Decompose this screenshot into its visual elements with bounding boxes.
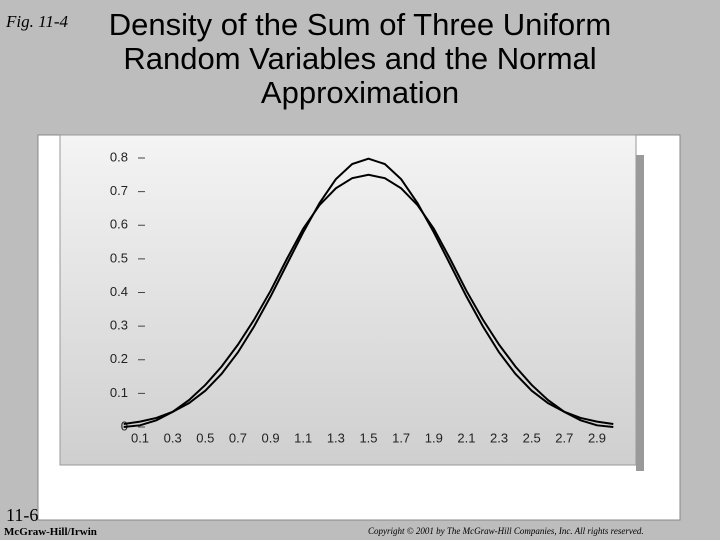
x-tick-label: 2.7 (555, 430, 573, 445)
x-tick-label: 0.5 (196, 430, 214, 445)
x-tick-label: 1.1 (294, 430, 312, 445)
x-tick-label: 1.9 (425, 430, 443, 445)
x-tick-label: 1.3 (327, 430, 345, 445)
page-number: 11-6 (6, 505, 39, 525)
panel-shadow (636, 155, 644, 471)
copyright: Copyright © 2001 by The McGraw-Hill Comp… (368, 526, 644, 536)
publisher: McGraw-Hill/Irwin (4, 526, 97, 538)
y-tick-label: 0.1 (110, 385, 128, 400)
y-tick-label: 0.2 (110, 351, 128, 366)
density-curve (123, 173, 614, 428)
figure-label: Fig. 11-4 (6, 12, 69, 31)
y-tick-label: 0.4 (110, 284, 128, 299)
density-curve (123, 157, 614, 425)
x-tick-label: 2.1 (457, 430, 475, 445)
x-tick-label: 2.5 (523, 430, 541, 445)
x-tick-label: 2.3 (490, 430, 508, 445)
x-tick-label: 0.3 (164, 430, 182, 445)
y-tick-label: 0.8 (110, 149, 128, 164)
y-tick-label: 0.3 (110, 318, 128, 333)
x-tick-label: 1.7 (392, 430, 410, 445)
x-tick-label: 0.7 (229, 430, 247, 445)
y-tick-label: 0.5 (110, 250, 128, 265)
y-tick-label: 0.7 (110, 183, 128, 198)
chart-title: Density of the Sum of Three Uniform Rand… (108, 7, 612, 110)
x-tick-label: 0.9 (262, 430, 280, 445)
x-tick-label: 2.9 (588, 430, 606, 445)
x-tick-label: 0.1 (131, 430, 149, 445)
y-tick-label: 0.6 (110, 217, 128, 232)
x-tick-label: 1.5 (359, 430, 377, 445)
plot-panel (59, 134, 637, 466)
